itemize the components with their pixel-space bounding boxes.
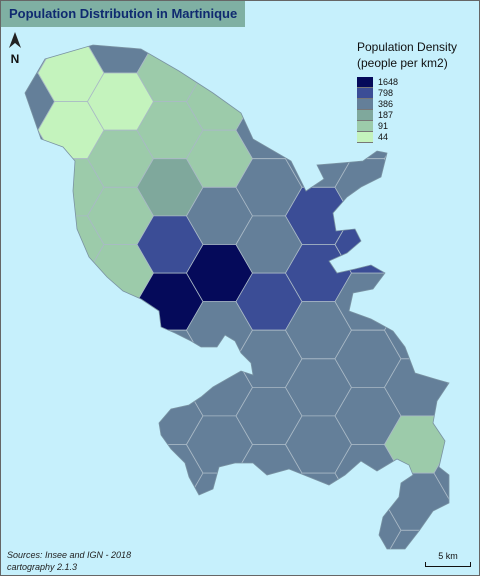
hex-cell xyxy=(87,358,154,417)
legend-value: 91 xyxy=(378,121,389,131)
hex-cell xyxy=(25,244,55,303)
hex-cell xyxy=(186,529,253,549)
hex-cell xyxy=(433,215,449,274)
legend-value: 44 xyxy=(378,132,389,142)
scale-bar-line xyxy=(425,562,471,567)
hex-cell xyxy=(25,472,55,531)
hex-cell xyxy=(235,501,303,549)
legend-title-line2: (people per km2) xyxy=(357,56,448,70)
hex-cell xyxy=(37,444,105,503)
legend-swatch xyxy=(357,88,373,99)
hex-cell xyxy=(37,272,105,331)
hex-cell xyxy=(25,415,55,474)
north-arrow: N xyxy=(7,31,23,66)
hex-cell xyxy=(434,1,479,44)
legend-title-line1: Population Density xyxy=(357,40,458,54)
legend-value: 187 xyxy=(378,110,394,120)
hex-cell xyxy=(285,529,352,549)
legend-swatch xyxy=(357,77,373,88)
legend-swatch xyxy=(357,121,373,132)
hex-cell xyxy=(285,72,352,131)
hex-cell xyxy=(87,472,154,531)
hex-cell xyxy=(384,186,449,245)
legend-item: 386 xyxy=(357,99,457,110)
hex-cell xyxy=(384,244,449,303)
hex-cell xyxy=(37,329,105,388)
legend-swatch xyxy=(357,132,373,143)
hex-cell xyxy=(37,386,105,445)
hex-cell xyxy=(334,215,402,274)
legend-items: 1648 798 386 187 91 44 xyxy=(357,77,457,143)
map-title: Population Distribution in Martinique xyxy=(1,1,246,27)
legend-swatch xyxy=(357,99,373,110)
hex-cell xyxy=(433,158,449,217)
legend-swatch xyxy=(357,110,373,121)
hex-cell xyxy=(25,301,55,360)
legend-item: 91 xyxy=(357,121,457,132)
legend-item: 44 xyxy=(357,132,457,143)
north-label: N xyxy=(10,52,20,66)
scale-bar: 5 km xyxy=(425,551,471,567)
legend-item: 1648 xyxy=(357,77,457,88)
scale-label: 5 km xyxy=(438,551,458,561)
hex-cell xyxy=(335,1,401,44)
legend: Population Density (people per km2) 1648… xyxy=(357,39,457,143)
hex-cell xyxy=(87,415,154,474)
cartography-line: cartography 2.1.3 xyxy=(7,562,78,572)
island-coastline xyxy=(24,44,450,550)
hex-cell xyxy=(285,472,352,531)
hex-cell xyxy=(136,501,204,549)
legend-value: 386 xyxy=(378,99,394,109)
hex-cell xyxy=(87,301,154,360)
map-sources: Sources: Insee and IGN - 2018 cartograph… xyxy=(7,549,131,573)
hex-cell xyxy=(433,272,449,331)
hex-cell xyxy=(433,444,449,503)
legend-item: 798 xyxy=(357,88,457,99)
hex-cell xyxy=(433,329,449,388)
north-arrow-icon xyxy=(9,32,21,48)
hex-cell xyxy=(285,45,352,74)
legend-value: 1648 xyxy=(378,77,399,87)
legend-item: 187 xyxy=(357,110,457,121)
hex-cell xyxy=(236,1,302,44)
hex-cell xyxy=(25,358,55,417)
sources-line: Sources: Insee and IGN - 2018 xyxy=(7,550,132,560)
hex-cell xyxy=(25,186,55,245)
hex-cell xyxy=(235,45,303,102)
legend-value: 798 xyxy=(378,88,394,98)
